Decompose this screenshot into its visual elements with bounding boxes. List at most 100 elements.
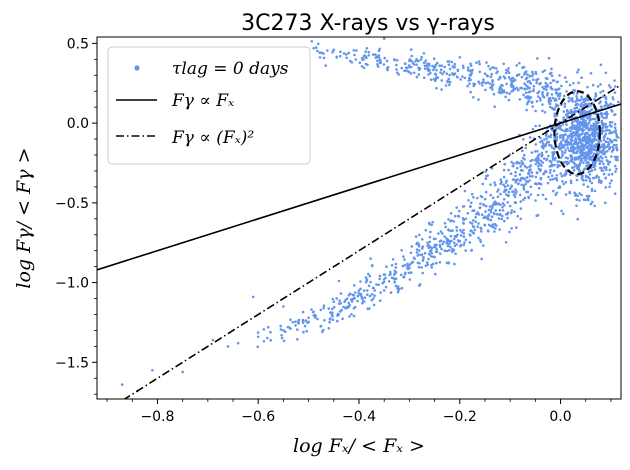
scatter-point [538,97,542,100]
scatter-point [296,338,299,341]
scatter-point [584,121,588,125]
scatter-point [480,257,483,261]
scatter-point [604,71,608,75]
scatter-point [571,120,574,123]
x-tick-label: −0.4 [342,409,376,425]
scatter-point [445,240,449,243]
scatter-point [504,95,507,99]
scatter-point [402,255,405,258]
scatter-point [391,258,395,261]
scatter-point [435,68,438,72]
scatter-point [542,87,546,91]
scatter-point [433,255,436,259]
scatter-point [613,155,617,159]
scatter-point [558,94,562,97]
scatter-point [487,208,491,212]
scatter-point [447,63,451,66]
scatter-point [338,54,342,58]
scatter-point [418,262,421,265]
scatter-point [516,178,519,181]
scatter-point [446,80,450,84]
scatter-point [390,263,394,267]
scatter-point [406,262,409,266]
scatter-point [338,310,342,313]
scatter-point [151,369,154,372]
scatter-point [522,93,525,97]
scatter-point [331,311,334,315]
scatter-point [364,280,368,284]
scatter-point [415,248,419,251]
scatter-point [578,99,581,102]
scatter-point [120,383,124,386]
scatter-point [599,91,602,94]
scatter-point [557,160,561,163]
scatter-point [415,242,419,246]
scatter-point [345,56,349,60]
y-tick-label: −1.5 [55,355,89,371]
scatter-point [596,85,600,88]
scatter-point [410,271,413,274]
scatter-point [327,327,331,330]
scatter-point [565,113,568,116]
scatter-point [561,180,564,183]
scatter-point [339,301,343,305]
scatter-point [469,64,473,67]
scatter-point [513,195,517,199]
scatter-point [437,232,440,235]
scatter-point [567,96,571,100]
scatter-point [337,279,341,283]
scatter-point [556,80,559,84]
scatter-point [553,112,556,116]
scatter-point [606,149,609,153]
scatter-point [528,79,531,83]
scatter-point [522,188,526,191]
scatter-point [348,303,352,307]
scatter-point [577,81,580,85]
scatter-point [484,210,487,213]
scatter-point [535,81,538,85]
scatter-point [511,76,515,80]
scatter-point [501,206,504,209]
scatter-point [551,151,554,154]
scatter-point [550,71,553,75]
scatter-point [614,129,618,132]
scatter-point [565,138,568,142]
scatter-point [424,59,428,62]
scatter-point [430,251,434,255]
scatter-point [557,87,561,91]
scatter-point [516,214,519,218]
scatter-point [500,84,503,87]
scatter-point [524,70,528,73]
scatter-point [505,82,508,86]
scatter-point [606,137,609,140]
scatter-point [580,105,584,109]
scatter-point [353,284,356,287]
scatter-point [489,218,493,222]
scatter-point [448,67,452,71]
scatter-point [469,221,472,224]
scatter-point [524,91,528,94]
scatter-point [600,128,604,131]
scatter-point [584,175,588,179]
scatter-point [523,196,527,200]
scatter-point [368,274,372,278]
scatter-point [597,176,600,179]
scatter-point [338,299,341,302]
scatter-point [614,158,618,161]
scatter-point [573,158,576,161]
scatter-point [382,278,386,281]
scatter-point [382,289,386,292]
scatter-point [428,222,431,226]
scatter-point [421,238,424,241]
legend-label-scatter: τlag = 0 days [172,59,289,79]
scatter-point [377,56,381,59]
scatter-point [602,146,606,150]
scatter-point [548,165,552,168]
y-axis-ticks: −1.5 −1.0 −0.5 0.0 0.5 [55,36,97,395]
scatter-point [367,50,371,54]
scatter-point [491,83,495,86]
scatter-point [526,87,529,90]
scatter-point [523,73,526,76]
scatter-point [364,62,368,66]
scatter-point [574,126,578,130]
